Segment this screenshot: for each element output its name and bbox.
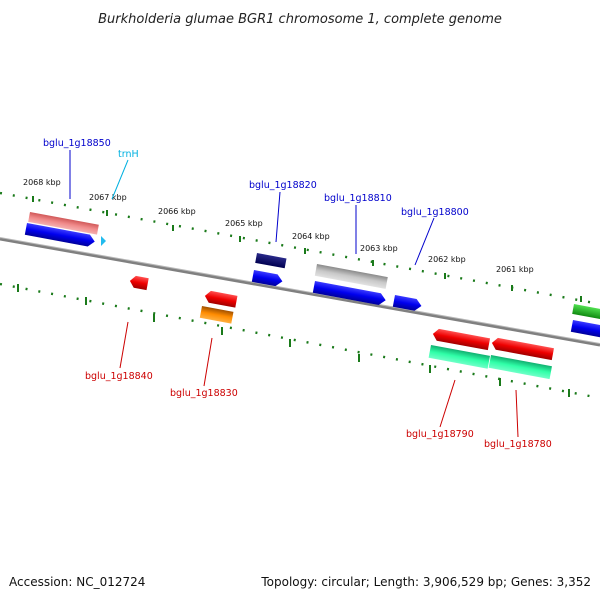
gene-bglu_1g18790-teal[interactable]	[428, 345, 490, 369]
gene-bglu_1g18810-upper[interactable]	[314, 264, 388, 289]
gene-bglu_1g18780-red[interactable]	[491, 337, 554, 361]
gene-label-bglu_1g18800[interactable]: bglu_1g18800	[401, 207, 469, 218]
gene-arrow-blue[interactable]	[392, 295, 423, 312]
gene-label-trnH[interactable]: trnH	[118, 149, 139, 160]
gene-bglu_1g18830-red[interactable]	[204, 290, 238, 308]
tick-label: 2067 kbp	[89, 193, 127, 202]
accession-text: Accession: NC_012724	[9, 575, 145, 589]
chromosome-backbone	[0, 237, 600, 347]
map-title: Burkholderia glumae BGR1 chromosome 1, c…	[98, 12, 502, 27]
gene-arrow-blue[interactable]	[251, 270, 284, 287]
gene-label-bglu_1g18810[interactable]: bglu_1g18810	[324, 193, 392, 204]
gene-arrow-blue[interactable]	[24, 223, 96, 248]
gene-arrow-blue[interactable]	[570, 320, 600, 338]
tick-label: 2062 kbp	[428, 255, 466, 264]
upper-dotted-track	[0, 191, 600, 306]
gene-arrow-blue[interactable]	[312, 281, 387, 306]
gene-label-bglu_1g18830[interactable]: bglu_1g18830	[170, 388, 238, 399]
leader-line	[119, 321, 129, 369]
upper-scale-track	[0, 191, 600, 306]
chromosome-backbone-highlight	[0, 237, 600, 344]
leader-line	[203, 337, 213, 387]
leader-line	[414, 217, 435, 266]
gene-bglu_1g18830-orange[interactable]	[199, 306, 234, 324]
gene-bglu_1g18790-red[interactable]	[432, 328, 491, 351]
topology-summary-text: Topology: circular; Length: 3,906,529 bp…	[260, 575, 591, 589]
gene-bglu_1g18840[interactable]	[129, 275, 149, 291]
leader-line	[275, 191, 281, 243]
gene-bglu_1g18780-teal[interactable]	[488, 355, 552, 380]
tick-label: 2065 kbp	[225, 219, 263, 228]
gene-trnH-upper[interactable]	[101, 236, 106, 246]
leader-line	[111, 159, 129, 200]
gene-label-bglu_1g18780[interactable]: bglu_1g18780	[484, 439, 552, 450]
tick-label: 2068 kbp	[23, 178, 61, 187]
gene-label-bglu_1g18790[interactable]: bglu_1g18790	[406, 429, 474, 440]
gene-label-bglu_1g18850[interactable]: bglu_1g18850	[43, 138, 111, 149]
tick-label: 2063 kbp	[360, 244, 398, 253]
gene-bglu_1g18820-upper[interactable]	[255, 252, 287, 269]
leader-line	[515, 389, 519, 438]
gene-bglu_1g18850-upper[interactable]	[28, 212, 99, 235]
tick-label: 2064 kbp	[292, 232, 330, 241]
lower-scale-track	[0, 282, 600, 400]
gene-green-edge[interactable]	[572, 304, 600, 320]
gene-label-bglu_1g18820[interactable]: bglu_1g18820	[249, 180, 317, 191]
gene-label-bglu_1g18840[interactable]: bglu_1g18840	[85, 371, 153, 382]
leader-line	[439, 379, 456, 428]
tick-label: 2066 kbp	[158, 207, 196, 216]
tick-label: 2061 kbp	[496, 265, 534, 274]
